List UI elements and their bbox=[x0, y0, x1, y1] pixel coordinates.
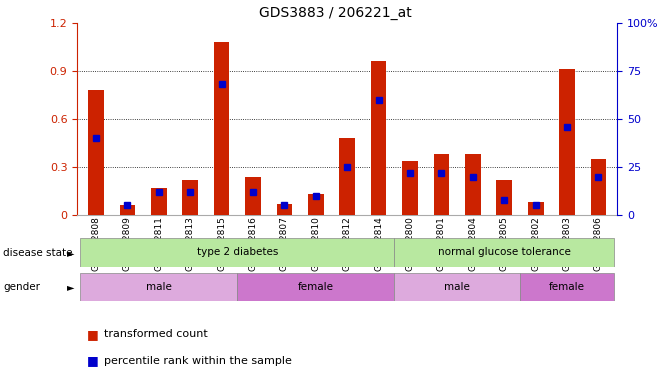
Text: female: female bbox=[549, 282, 585, 292]
Text: GDS3883 / 206221_at: GDS3883 / 206221_at bbox=[259, 6, 412, 20]
Bar bbox=[238, 273, 395, 301]
Bar bbox=[81, 238, 395, 267]
Bar bbox=[276, 204, 293, 215]
Bar bbox=[402, 161, 418, 215]
Bar bbox=[559, 70, 575, 215]
Bar bbox=[151, 188, 166, 215]
Bar bbox=[371, 61, 386, 215]
Bar bbox=[245, 177, 261, 215]
Text: male: male bbox=[146, 282, 172, 292]
Bar bbox=[340, 138, 355, 215]
Text: ►: ► bbox=[67, 248, 74, 258]
Text: ►: ► bbox=[67, 282, 74, 292]
Bar bbox=[395, 273, 520, 301]
Bar bbox=[590, 159, 607, 215]
Text: female: female bbox=[298, 282, 334, 292]
Text: male: male bbox=[444, 282, 470, 292]
Text: ■: ■ bbox=[87, 354, 99, 367]
Bar bbox=[520, 273, 614, 301]
Bar bbox=[395, 238, 614, 267]
Text: normal glucose tolerance: normal glucose tolerance bbox=[437, 247, 571, 258]
Text: transformed count: transformed count bbox=[104, 329, 208, 339]
Text: disease state: disease state bbox=[3, 248, 73, 258]
Bar bbox=[81, 273, 238, 301]
Text: gender: gender bbox=[3, 282, 40, 292]
Bar bbox=[308, 194, 323, 215]
Bar bbox=[433, 154, 450, 215]
Bar bbox=[119, 205, 136, 215]
Text: percentile rank within the sample: percentile rank within the sample bbox=[104, 356, 292, 366]
Bar bbox=[214, 42, 229, 215]
Bar bbox=[497, 180, 512, 215]
Bar bbox=[465, 154, 480, 215]
Bar bbox=[88, 90, 104, 215]
Bar bbox=[183, 180, 198, 215]
Text: ■: ■ bbox=[87, 328, 99, 341]
Bar bbox=[528, 202, 544, 215]
Text: type 2 diabetes: type 2 diabetes bbox=[197, 247, 278, 258]
